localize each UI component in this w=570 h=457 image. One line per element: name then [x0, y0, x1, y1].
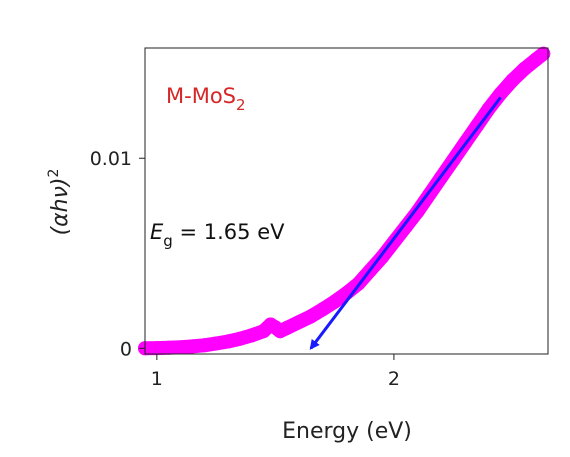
data-point: [410, 204, 425, 219]
data-point: [517, 61, 532, 76]
x-axis-title: Energy (eV): [282, 419, 412, 444]
plot-frame: [144, 47, 549, 355]
data-point: [173, 340, 188, 355]
data-point: [303, 309, 318, 324]
series-label: M-MoS2: [166, 84, 246, 114]
data-point: [292, 315, 307, 330]
data-point: [280, 320, 295, 335]
data-point: [149, 341, 164, 356]
data-point: [185, 339, 200, 354]
data-point: [481, 101, 496, 116]
x-tick-label: 2: [388, 368, 400, 390]
linear-fit-arrow: [309, 96, 502, 350]
data-point: [197, 338, 212, 353]
data-point: [209, 336, 224, 351]
x-tick-label: 1: [151, 368, 163, 390]
data-point: [315, 302, 330, 317]
data-point: [221, 334, 235, 349]
data-point: [493, 86, 508, 101]
data-point: [161, 340, 176, 355]
bandgap-annotation: Eg = 1.65 eV: [150, 220, 285, 250]
y-tick-label: 0.01: [90, 148, 132, 170]
y-axis-title: (αhν)2: [46, 169, 73, 236]
data-point: [244, 328, 259, 343]
data-point: [536, 46, 551, 61]
data-point: [327, 294, 342, 309]
y-tick-label: 0: [120, 338, 132, 360]
fit-line-layer: [309, 96, 502, 350]
axis-ticks: 1 2 0 0.01: [90, 148, 400, 390]
data-point: [505, 73, 520, 88]
data-point: [232, 331, 247, 346]
data-point: [398, 219, 413, 234]
